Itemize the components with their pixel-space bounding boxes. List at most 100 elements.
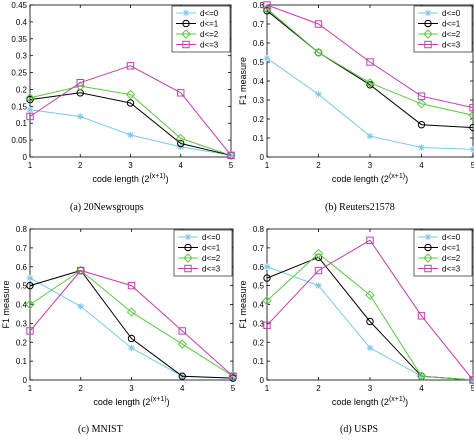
data-point — [468, 375, 474, 385]
data-point — [227, 152, 235, 159]
series-3 — [263, 1, 474, 112]
data-point — [76, 78, 84, 87]
data-point — [226, 150, 236, 161]
y-tick-label: 0.3 — [16, 319, 28, 328]
legend-marker — [182, 19, 190, 28]
chart-panel-a: 0 0.05 0.1 0.15 0.2 0.25 0.3 0.35 0.4 0.45 1 2 3 4 5 co… — [0, 0, 237, 219]
y-tick-label: 0.8 — [253, 225, 265, 234]
y-tick-label: 0.8 — [16, 225, 28, 234]
x-tick-label: 5 — [471, 161, 474, 170]
data-point — [366, 236, 374, 245]
data-point — [25, 93, 35, 103]
data-point — [228, 371, 238, 381]
chart-panel-d: 0 0.1 0.2 0.3 0.4 0.5 0.6 0.7 0.8 1 2 3 4 5 code lengt… — [237, 219, 474, 438]
y-tick-label: 0.4 — [253, 77, 265, 86]
data-point — [313, 47, 324, 58]
data-point — [178, 372, 186, 380]
series-line — [29, 65, 232, 156]
legend-entry: d<=1 — [178, 244, 221, 253]
data-point — [366, 81, 374, 89]
series-line — [266, 239, 474, 381]
data-point — [417, 312, 426, 320]
data-point — [177, 339, 187, 349]
legend-label: d<=1 — [202, 244, 221, 253]
x-axis-label: code length (2(x+1)) — [92, 173, 168, 184]
legend-entry: d<=3 — [176, 41, 219, 50]
legend-label: d<=0 — [202, 233, 221, 242]
legend-marker — [424, 40, 432, 49]
series-2 — [25, 81, 236, 161]
data-point — [263, 1, 271, 9]
data-point — [314, 266, 323, 275]
legend-label: d<=1 — [442, 244, 461, 253]
data-point — [469, 146, 474, 153]
y-tick-label: 0.45 — [11, 1, 27, 10]
data-point — [177, 139, 185, 148]
y-tick-label: 0.3 — [253, 319, 265, 328]
y-tick-label: 0.8 — [253, 1, 265, 10]
y-tick-label: 0 — [260, 376, 265, 385]
legend-label: d<=3 — [442, 265, 461, 274]
legend-marker — [184, 233, 192, 241]
x-tick-label: 2 — [316, 384, 321, 393]
caption-a: (a) 20Newsgroups — [70, 202, 144, 213]
legend-marker — [423, 29, 433, 39]
series-line — [29, 85, 232, 156]
data-point — [26, 327, 34, 335]
legend-entry: d<=3 — [178, 265, 221, 274]
series-line — [29, 269, 234, 377]
data-point — [229, 374, 237, 382]
chart-d: 0 0.1 0.2 0.3 0.4 0.5 0.6 0.7 0.8 1 2 3 4 5 code lengt… — [238, 225, 474, 407]
legend-marker — [424, 9, 432, 17]
y-tick-label: 0.5 — [253, 282, 265, 291]
series-line — [266, 8, 474, 116]
data-point — [314, 48, 323, 57]
legend-label: d<=0 — [200, 9, 219, 18]
data-point — [366, 317, 374, 326]
x-tick-label: 5 — [231, 384, 236, 393]
series-2 — [262, 248, 474, 385]
y-tick-label: 0.1 — [16, 119, 28, 128]
legend: d<=0 d<=1d<=2 d<=3 — [413, 5, 473, 53]
series-2 — [25, 265, 238, 381]
caption-b: (b) Reuters21578 — [325, 202, 395, 213]
x-axis-label: code length (2(x+1)) — [332, 173, 408, 184]
data-point — [178, 327, 186, 335]
legend-entry: d<=0 — [418, 9, 461, 18]
data-point — [229, 372, 237, 380]
y-axis-label: F1 measure — [1, 280, 11, 328]
legend: d<=0 d<=1d<=2 d<=3 — [173, 229, 233, 277]
legend-marker — [424, 264, 432, 273]
data-point — [26, 95, 34, 104]
chart-panel-b: 0 0.1 0.2 0.3 0.4 0.5 0.6 0.7 0.8 1 2 3 4 5 code lengt… — [237, 0, 474, 219]
data-point — [77, 266, 85, 275]
y-tick-label: 0.6 — [253, 39, 265, 48]
x-tick-label: 1 — [265, 384, 270, 393]
legend-label: d<=2 — [442, 254, 461, 263]
data-point — [26, 274, 34, 282]
data-point — [365, 78, 375, 88]
legend-label: d<=1 — [442, 20, 461, 29]
legend-marker — [423, 253, 433, 263]
legend-marker — [424, 243, 432, 252]
data-point — [127, 334, 136, 343]
series-line — [29, 269, 234, 377]
data-point — [26, 106, 34, 113]
data-point — [177, 89, 185, 97]
data-point — [366, 132, 374, 140]
x-tick-label: 3 — [368, 161, 373, 170]
x-tick-label: 3 — [128, 161, 133, 170]
data-point — [127, 131, 134, 139]
y-tick-label: 0.7 — [253, 244, 265, 253]
legend-label: d<=2 — [202, 254, 221, 263]
data-point — [77, 303, 84, 310]
legend-label: d<=0 — [442, 233, 461, 242]
data-point — [469, 376, 474, 384]
y-tick-label: 0.25 — [11, 69, 27, 78]
data-point — [416, 371, 427, 381]
series-3 — [26, 266, 237, 380]
legend-entry: d<=2 — [176, 29, 219, 39]
x-tick-label: 4 — [419, 161, 424, 170]
legend-marker — [182, 9, 190, 17]
chart-panel-c: 0 0.1 0.2 0.3 0.4 0.5 0.6 0.7 0.8 1 2 3 4 5 code lengt… — [0, 219, 238, 438]
